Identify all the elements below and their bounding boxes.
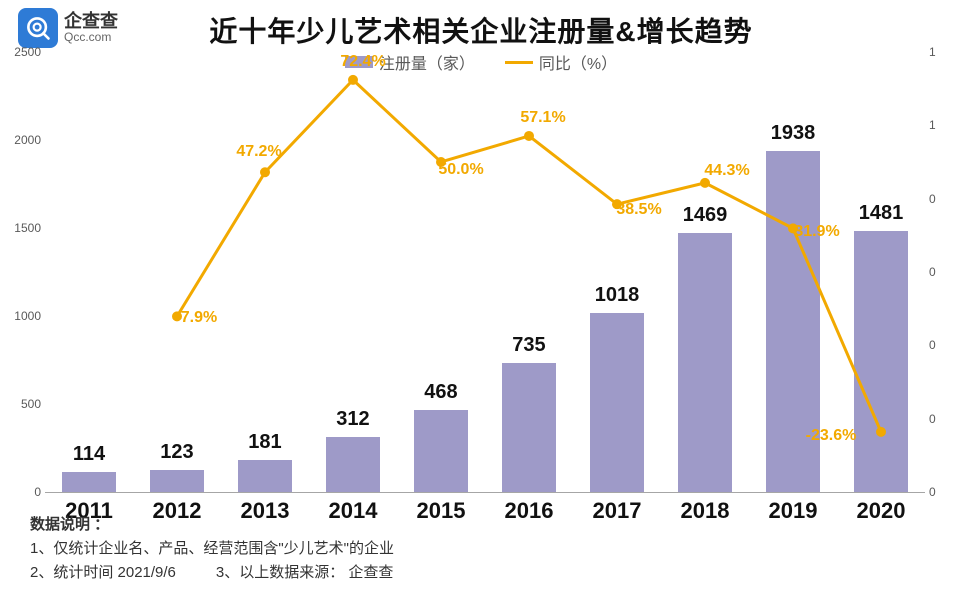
y-right-tick: 1	[929, 45, 936, 59]
y-right-tick: 0	[929, 338, 936, 352]
notes-line-1: 1、仅统计企业名、产品、经营范围含"少儿艺术"的企业	[30, 537, 394, 561]
notes-line-2a: 2、统计时间 2021/9/6	[30, 561, 176, 585]
y-left-tick: 1500	[14, 221, 41, 235]
chart-title: 近十年少儿艺术相关企业注册量&增长趋势	[0, 10, 962, 50]
x-category-label: 2015	[417, 498, 466, 524]
x-category-label: 2018	[681, 498, 730, 524]
y-right-tick: 0	[929, 412, 936, 426]
y-left-tick: 2000	[14, 133, 41, 147]
x-category-label: 2017	[593, 498, 642, 524]
chart-area: 05001000150020002500 0000011 11412318131…	[45, 52, 925, 492]
y-right-tick: 0	[929, 192, 936, 206]
line-series	[45, 52, 925, 492]
line-value-label: -23.6%	[806, 427, 857, 445]
y-left-tick: 1000	[14, 309, 41, 323]
line-value-label: 31.9%	[794, 223, 839, 241]
y-left-tick: 500	[21, 397, 41, 411]
y-axis-left: 05001000150020002500	[5, 52, 45, 492]
y-left-tick: 2500	[14, 45, 41, 59]
y-left-tick: 0	[34, 485, 41, 499]
line-value-label: 38.5%	[616, 201, 661, 219]
x-category-label: 2016	[505, 498, 554, 524]
line-value-label: 57.1%	[520, 109, 565, 127]
notes-title: 数据说明 ：	[30, 513, 394, 537]
x-category-label: 2019	[769, 498, 818, 524]
data-notes: 数据说明 ： 1、仅统计企业名、产品、经营范围含"少儿艺术"的企业 2、统计时间…	[30, 513, 394, 585]
line-value-label: 50.0%	[438, 161, 483, 179]
x-axis-line	[45, 492, 925, 493]
line-value-label: 47.2%	[236, 143, 281, 161]
line-value-label: 72.4%	[340, 53, 385, 71]
y-right-tick: 0	[929, 265, 936, 279]
y-right-tick: 1	[929, 118, 936, 132]
y-axis-right: 0000011	[925, 52, 955, 492]
notes-line-2b: 3、以上数据来源： 企查查	[216, 561, 394, 585]
line-value-label: 44.3%	[704, 162, 749, 180]
x-category-label: 2020	[857, 498, 906, 524]
line-value-label: 7.9%	[181, 309, 217, 327]
plot-area: 1141231813124687351018146919381481 7.9%4…	[45, 52, 925, 492]
y-right-tick: 0	[929, 485, 936, 499]
